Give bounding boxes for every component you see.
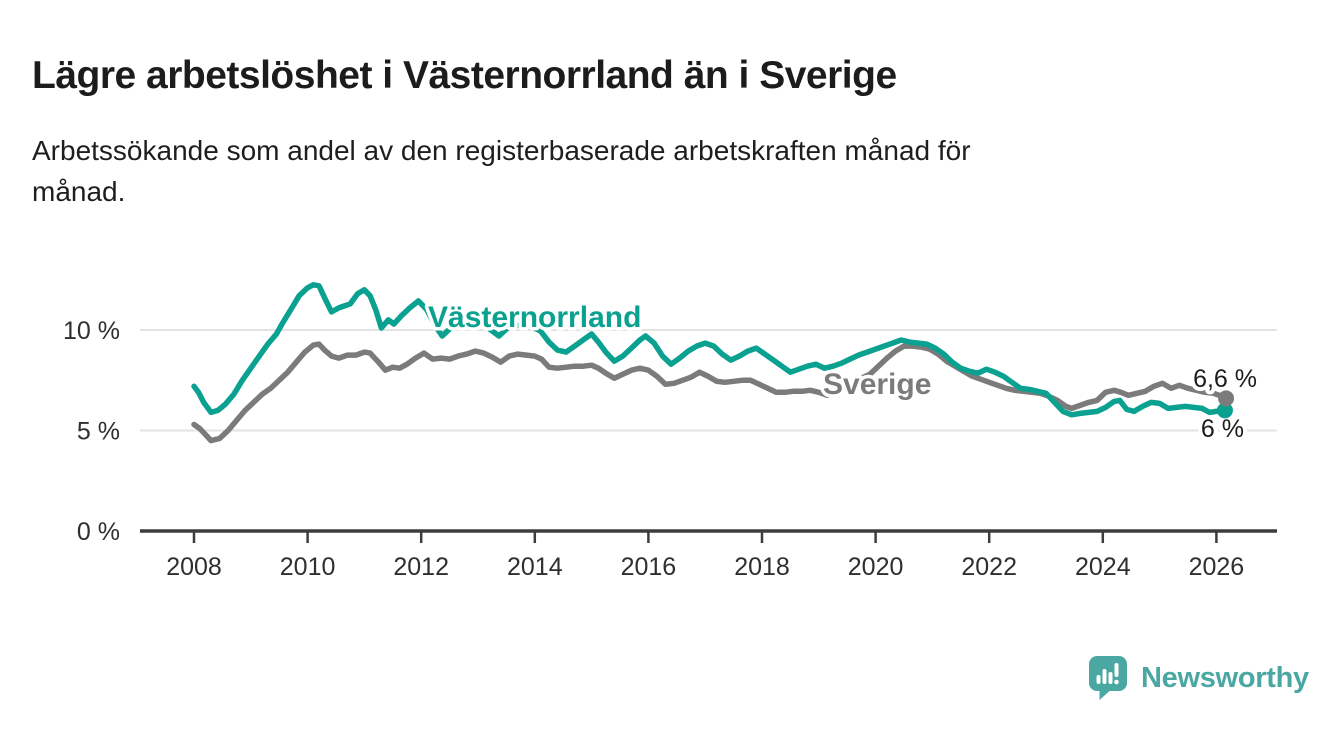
series-end-dots	[1216, 390, 1235, 419]
x-tick-label-2016: 2016	[621, 553, 677, 581]
end-dot-sverige	[1218, 390, 1235, 407]
x-tick-label-2012: 2012	[393, 553, 449, 581]
y-tick-label-5: 5 %	[77, 418, 120, 446]
line-chart: 0 %5 %10 % 2008 2010 2012 2014 2016 2018 2020 2…	[63, 282, 1277, 581]
x-tick-label-2020: 2020	[848, 553, 904, 581]
x-tick-label-2024: 2024	[1075, 553, 1131, 581]
gridlines	[140, 329, 1277, 432]
x-axis-labels: 2008 2010 2012 2014 2016 2018 2020 2022 2024 2026	[166, 553, 1244, 581]
x-axis	[140, 529, 1277, 543]
bar-chart-glyph	[1096, 663, 1119, 685]
x-tick-label-2026: 2026	[1189, 553, 1245, 581]
series-line-vasternorrland	[191, 282, 1228, 418]
end-value-label-sverige: 6,6 %	[1193, 365, 1257, 393]
series-lines	[191, 282, 1229, 444]
end-dot-vasternorrland	[1216, 402, 1233, 419]
newsworthy-logo-icon	[1089, 656, 1127, 700]
end-value-label-vasternorrland: 6 %	[1201, 415, 1244, 443]
series-label-sverige: Sverige	[823, 368, 931, 401]
y-axis-labels: 0 % 5 % 10 %	[63, 317, 120, 546]
y-tick-label-0: 0 %	[77, 518, 120, 546]
x-tick-label-2022: 2022	[961, 553, 1017, 581]
subtitle-line-2: månad.	[32, 175, 126, 207]
series-label-vasternorrland: Västernorrland	[428, 301, 641, 334]
y-tick-label-10: 10 %	[63, 317, 120, 345]
series-inline-labels: Västernorrland Sverige	[425, 298, 935, 405]
x-tick-label-2018: 2018	[734, 553, 790, 581]
x-tick-label-2010: 2010	[280, 553, 336, 581]
subtitle-line-1: Arbetssökande som andel av den registerb…	[32, 135, 971, 166]
x-tick-label-2008: 2008	[166, 553, 222, 581]
newsworthy-brand: Newsworthy	[1088, 655, 1309, 701]
x-tick-label-2014: 2014	[507, 553, 563, 581]
speech-bubble-shape	[1089, 656, 1127, 700]
chart-subtitle: Arbetssökande som andel av den registerb…	[32, 131, 1262, 212]
chart-title: Lägre arbetslöshet i Västernorrland än i…	[32, 54, 897, 98]
brand-name: Newsworthy	[1141, 661, 1309, 694]
series-line-sverige	[191, 341, 1229, 444]
